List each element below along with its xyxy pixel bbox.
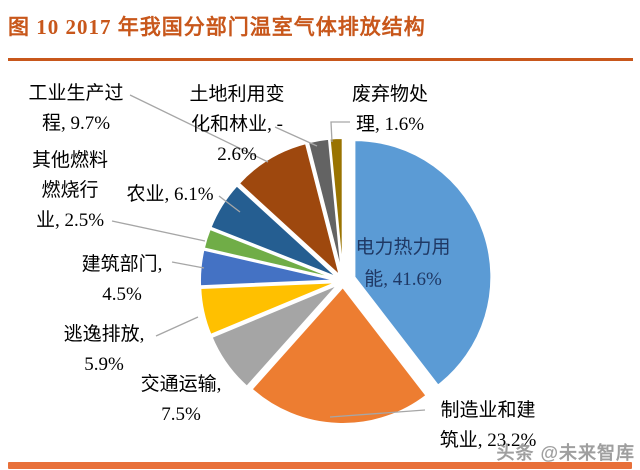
pie-slice-建筑部门 <box>199 248 338 288</box>
bottom-accent-bar <box>8 462 632 469</box>
pie-slice-制造业和建筑业 <box>250 286 428 425</box>
buildings-leader <box>171 261 205 269</box>
pie-slice-其他燃料燃烧行业 <box>202 227 339 281</box>
pie-slice-农业 <box>209 184 339 279</box>
pie-slice-废弃物处理 <box>328 136 344 276</box>
pie-slice-逃逸排放 <box>199 281 339 336</box>
pie-slice-电力热力用能 <box>353 139 493 387</box>
title-divider <box>8 58 633 61</box>
land-use-leader <box>274 126 318 147</box>
fugitive-leader <box>155 316 199 337</box>
industrial-leader <box>129 94 269 163</box>
pie-slice-交通运输 <box>210 283 340 388</box>
watermark: 头条 @未来智库 <box>496 443 635 463</box>
waste-leader <box>330 121 350 143</box>
agriculture-leader <box>218 195 241 213</box>
other-fuel-leader <box>111 220 206 242</box>
manufacturing-leader <box>329 409 426 418</box>
figure-title: 图 10 2017 年我国分部门温室气体排放结构 <box>8 15 426 39</box>
pie-slice-工业生产过程 <box>237 142 341 277</box>
